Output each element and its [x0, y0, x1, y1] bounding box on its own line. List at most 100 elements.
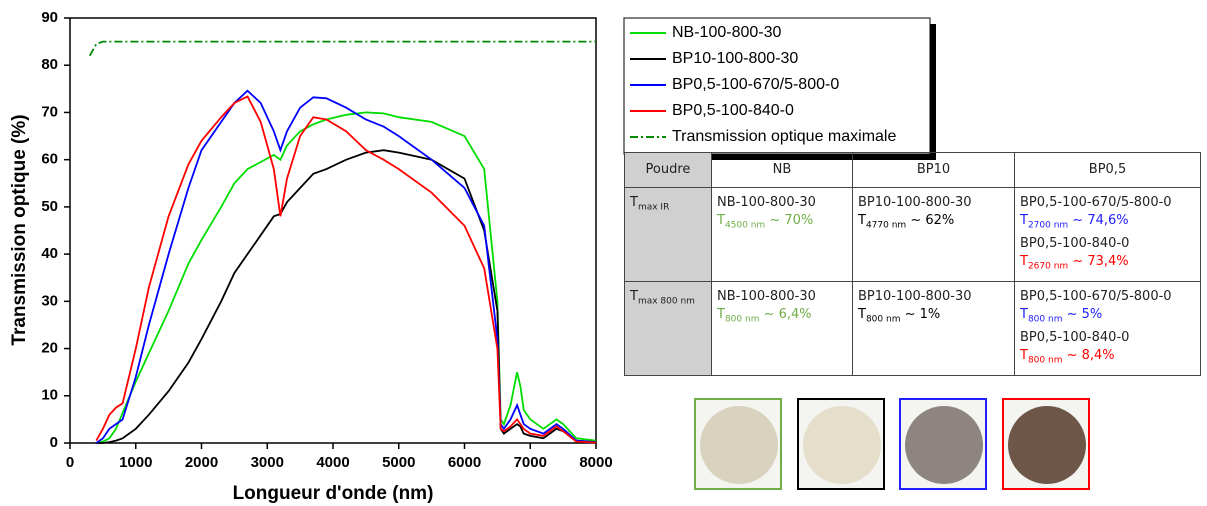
cell-line: BP0,5-100-670/5-800-0 — [1020, 194, 1195, 212]
cell-line: BP10-100-800-30 — [858, 288, 1009, 306]
cell-sub: 4500 nm — [724, 220, 766, 231]
y-tick-label: 0 — [50, 434, 58, 451]
series-line — [88, 40, 596, 57]
cell-text: NB-100-800-30 — [717, 195, 816, 210]
x-tick-label: 2000 — [185, 454, 218, 471]
y-tick-label: 90 — [41, 9, 58, 26]
cell-line: BP0,5-100-840-0 — [1020, 235, 1195, 253]
row-label-main: T — [630, 195, 638, 210]
cell-text: BP0,5-100-840-0 — [1020, 235, 1130, 251]
pellet — [700, 406, 778, 484]
cell-line: T800 nm ~ 6,4% — [717, 306, 847, 329]
x-tick-label: 4000 — [316, 454, 349, 471]
cell-text: T — [1020, 307, 1028, 323]
y-axis-title: Transmission optique (%) — [9, 114, 30, 345]
cell-sub: 800 nm — [865, 314, 901, 325]
table: Poudre NB BP10 BP0,5 Tmax IR NB-100-800-30 T45… — [624, 152, 1201, 377]
table-cell: BP10-100-800-30 T800 nm ~ 1% — [852, 281, 1015, 377]
cell-text: T — [717, 213, 725, 228]
legend-label: BP10-100-800-30 — [672, 50, 798, 67]
x-tick-label: 0 — [66, 454, 74, 471]
cell-sub: 2700 nm — [1027, 220, 1069, 231]
cell-line: T2670 nm ~ 73,4% — [1020, 253, 1195, 276]
header-cell: Poudre — [624, 152, 712, 188]
cell-sub: 4770 nm — [865, 220, 907, 231]
y-tick-label: 40 — [41, 245, 58, 262]
cell-rest: ~ 6,4% — [759, 307, 812, 323]
cell-text: T — [858, 307, 866, 323]
cell-line: BP0,5-100-840-0 — [1020, 329, 1195, 347]
x-tick-label: 3000 — [251, 454, 284, 471]
cell-rest: ~ 70% — [765, 213, 814, 228]
cell-line: T800 nm ~ 8,4% — [1020, 347, 1195, 370]
cell-line: T4770 nm ~ 62% — [858, 212, 1009, 235]
cell-text: T — [717, 307, 725, 323]
legend-box — [623, 17, 931, 155]
table-cell: BP0,5-100-670/5-800-0 T2700 nm ~ 74,6% BP0… — [1014, 186, 1201, 283]
row-label-sub: max IR — [637, 202, 670, 213]
photo-nb — [694, 398, 782, 490]
legend-label: BP0,5-100-670/5-800-0 — [672, 76, 839, 93]
series-line — [95, 89, 597, 444]
row-label: Tmax 800 nm — [624, 281, 712, 377]
cell-rest: ~ 74,6% — [1068, 213, 1129, 228]
row-label-main: T — [630, 289, 638, 305]
photo-bp10 — [797, 398, 885, 490]
y-tick-label: 30 — [41, 292, 58, 309]
chart: Longueur d'onde (nm) Transmission optiqu… — [9, 9, 613, 504]
row-label-sub: max 800 nm — [637, 296, 695, 307]
table-row: Tmax IR NB-100-800-30 T4500 nm ~ 70% BP10-1… — [624, 186, 1201, 283]
series-line — [95, 95, 597, 444]
pellet — [803, 406, 881, 484]
cell-text: BP0,5-100-670/5-800-0 — [1020, 195, 1172, 210]
cell-rest: ~ 1% — [900, 307, 941, 323]
cell-text: NB-100-800-30 — [717, 289, 816, 305]
photo-bp05-840 — [1002, 398, 1090, 490]
y-tick-label: 80 — [41, 56, 58, 73]
cell-text: BP0,5-100-670/5-800-0 — [1020, 289, 1172, 305]
row-label: Tmax IR — [624, 186, 712, 283]
cell-text: BP10-100-800-30 — [858, 195, 972, 210]
cell-sub: 800 nm — [1027, 314, 1063, 325]
table-row: Tmax 800 nm NB-100-800-30 T800 nm ~ 6,4% BP… — [624, 281, 1201, 377]
cell-sub: 800 nm — [724, 314, 760, 325]
cell-rest: ~ 62% — [906, 213, 955, 228]
legend: NB-100-800-30 BP10-100-800-30 BP0,5-100-67… — [623, 17, 936, 160]
header-row: Poudre NB BP10 BP0,5 — [624, 152, 1201, 188]
y-tick-label: 20 — [41, 340, 58, 357]
cell-line: BP0,5-100-670/5-800-0 — [1020, 288, 1195, 306]
y-tick-label: 60 — [41, 151, 58, 168]
plot-frame — [69, 17, 597, 444]
x-tick-label: 6000 — [448, 454, 481, 471]
cell-rest: ~ 5% — [1062, 307, 1103, 323]
cell-sub: 800 nm — [1027, 355, 1063, 366]
cell-text: BP0,5-100-840-0 — [1020, 329, 1130, 345]
pellet — [905, 406, 983, 484]
series-line — [96, 111, 597, 444]
cell-sub: 2670 nm — [1027, 261, 1069, 272]
cell-text: T — [1020, 253, 1028, 269]
cell-line: T4500 nm ~ 70% — [717, 212, 847, 235]
header-cell: BP0,5 — [1014, 152, 1201, 188]
x-tick-label: 1000 — [119, 454, 152, 471]
cell-line: T800 nm ~ 5% — [1020, 306, 1195, 329]
pellet — [1008, 406, 1086, 484]
x-tick-label: 5000 — [382, 454, 415, 471]
cell-line: NB-100-800-30 — [717, 288, 847, 306]
photo-bp05-670 — [899, 398, 987, 490]
legend-label: NB-100-800-30 — [672, 24, 782, 41]
y-tick-label: 50 — [41, 198, 58, 215]
x-tick-label: 8000 — [579, 454, 612, 471]
cell-text: T — [858, 213, 866, 228]
series-line — [96, 149, 597, 444]
cell-text: T — [1020, 213, 1028, 228]
table-cell: NB-100-800-30 T800 nm ~ 6,4% — [711, 281, 853, 377]
cell-line: BP10-100-800-30 — [858, 194, 1009, 212]
cell-line: NB-100-800-30 — [717, 194, 847, 212]
y-tick-label: 70 — [41, 103, 58, 120]
cell-text: BP10-100-800-30 — [858, 289, 972, 305]
legend-label: BP0,5-100-840-0 — [672, 102, 794, 119]
y-tick-label: 10 — [41, 387, 58, 404]
x-tick-label: 7000 — [514, 454, 547, 471]
